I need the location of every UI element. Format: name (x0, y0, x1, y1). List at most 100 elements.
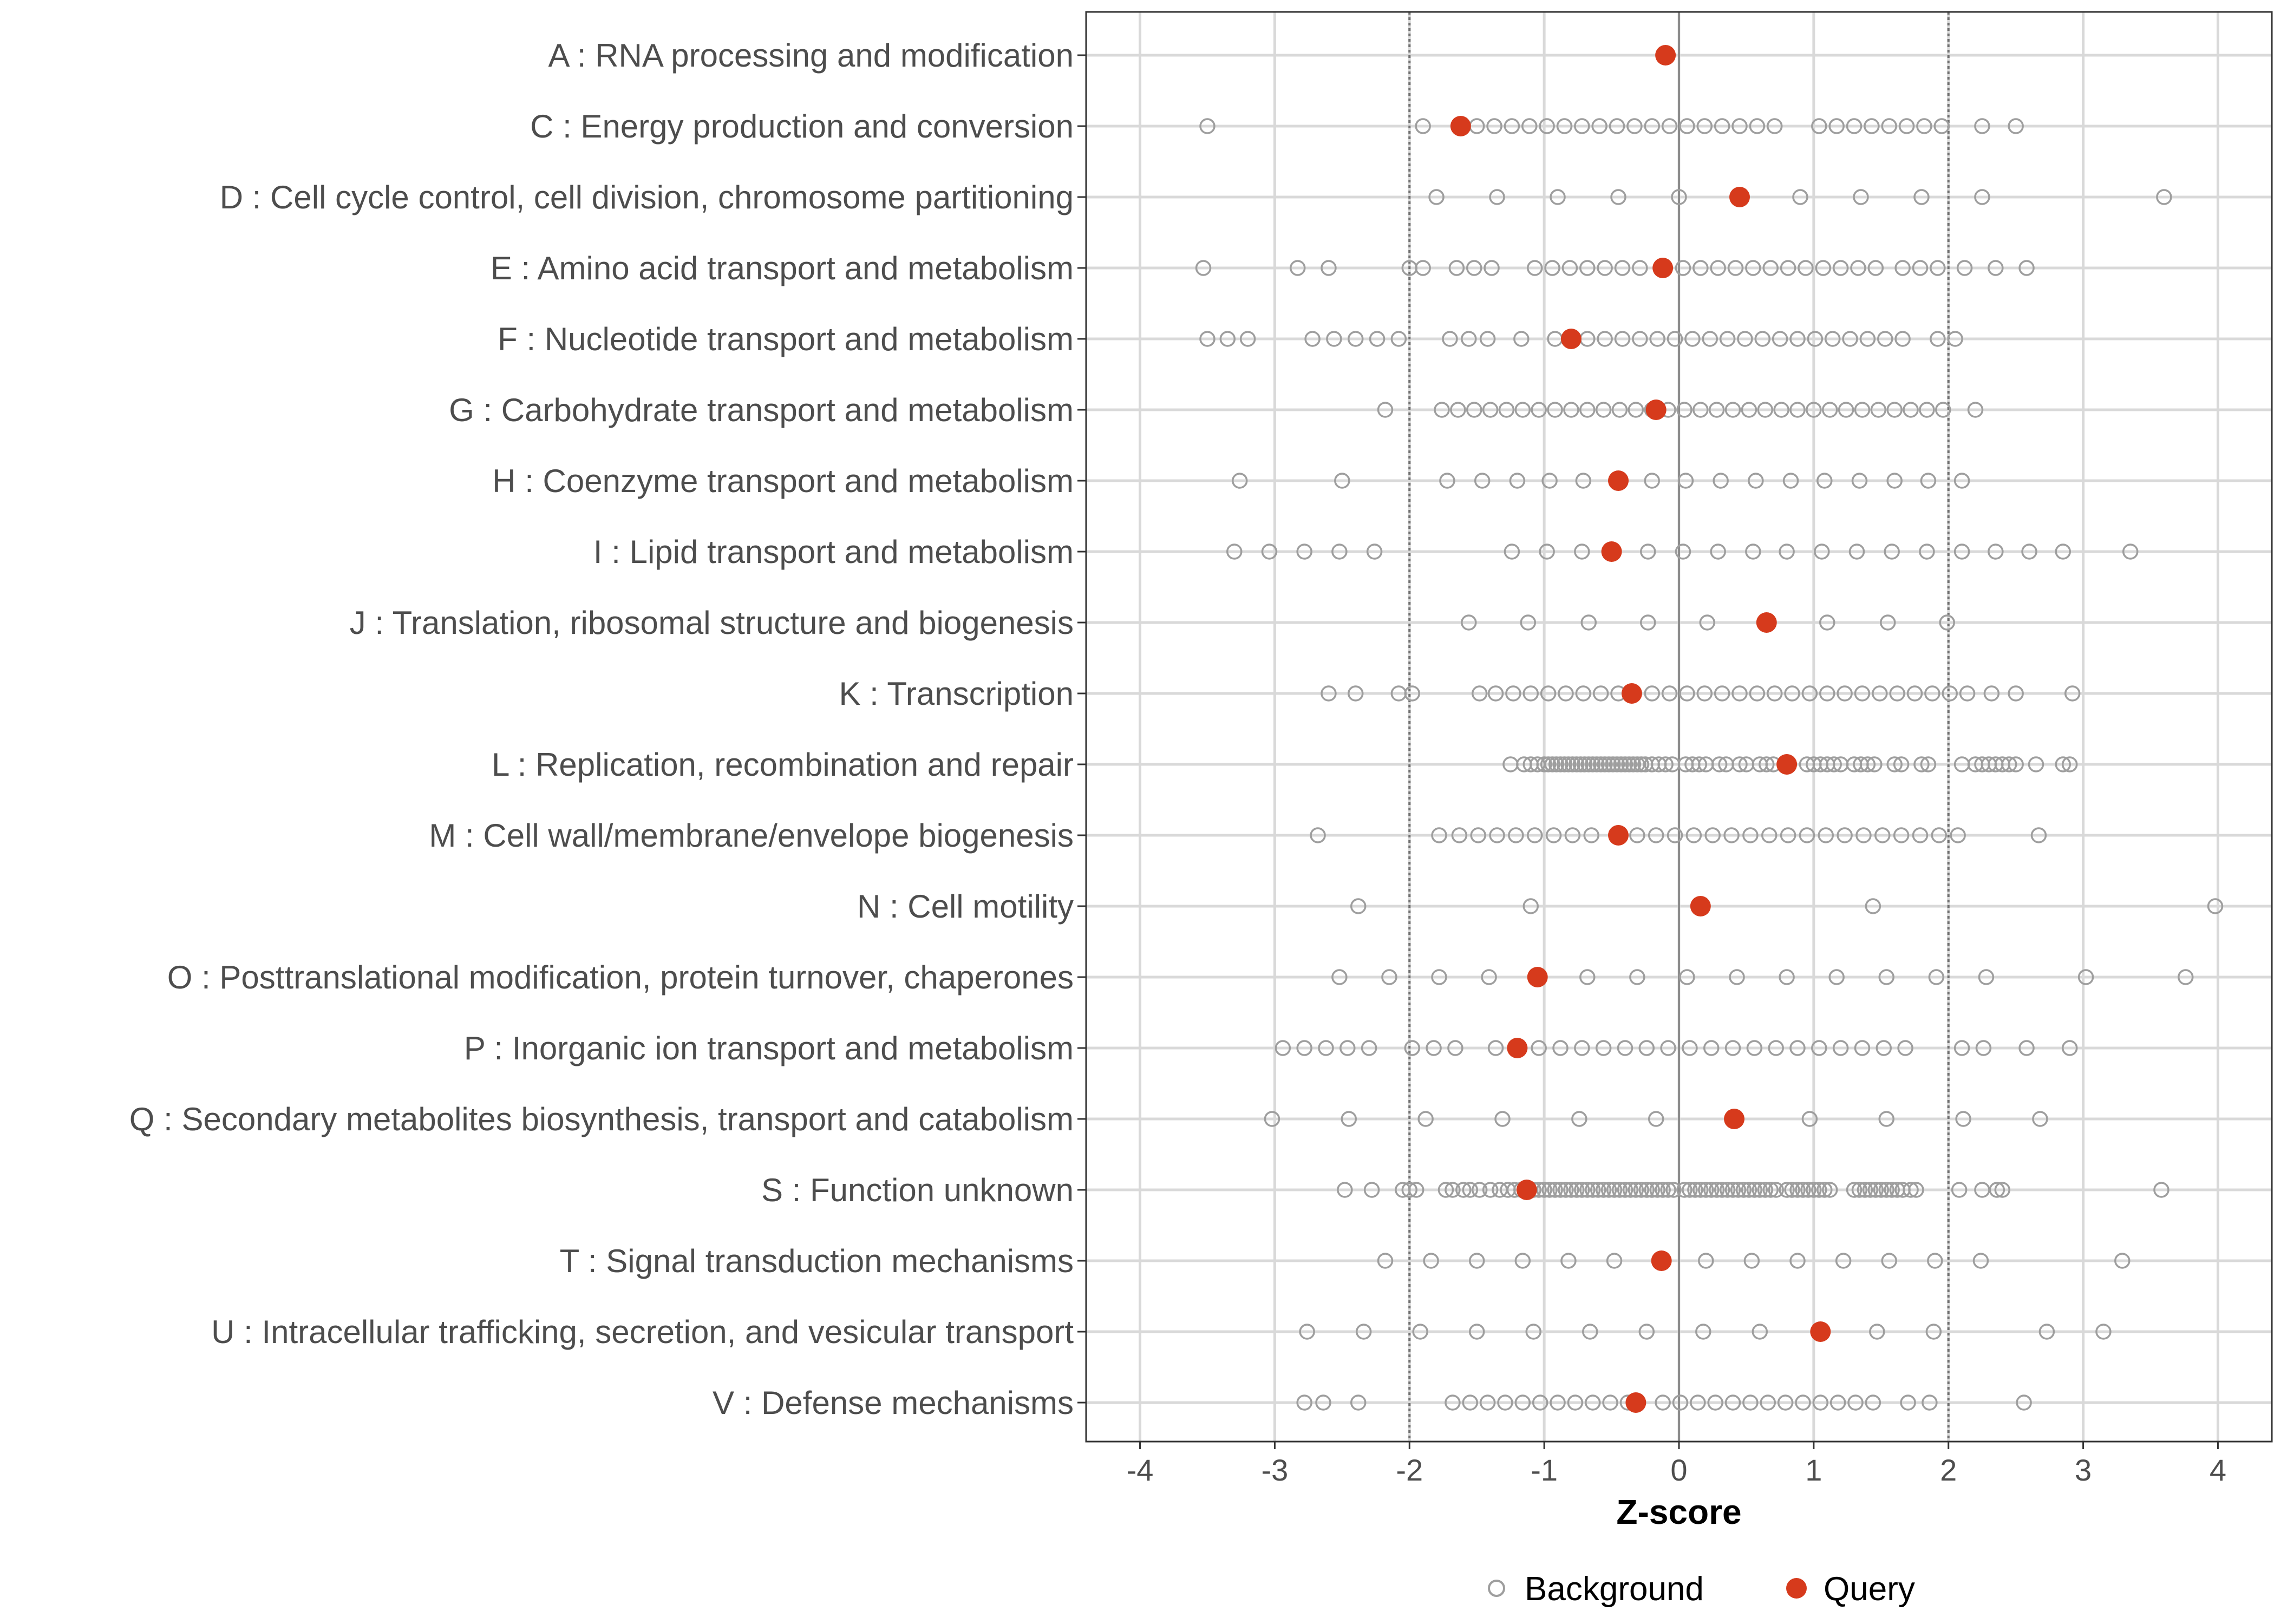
background-point (1589, 756, 1605, 772)
background-point (1455, 1182, 1472, 1198)
background-point (1567, 1394, 1584, 1411)
background-point (1461, 331, 1477, 347)
background-point (1628, 402, 1644, 418)
background-point (1748, 473, 1764, 489)
background-point (1471, 685, 1488, 702)
background-point (1426, 1040, 1442, 1056)
background-point (1828, 969, 1845, 985)
background-point (1677, 473, 1694, 489)
background-point (1498, 402, 1515, 418)
background-point (1439, 473, 1455, 489)
query-point (1655, 45, 1676, 66)
category-label: J : Translation, ribosomal structure and… (350, 605, 1074, 641)
background-point (1749, 685, 1766, 702)
background-point (1953, 473, 1970, 489)
background-point (1540, 685, 1557, 702)
background-point (1711, 756, 1728, 772)
background-point (1931, 827, 1948, 843)
x-tick-label: 0 (1670, 1453, 1687, 1487)
category-label: I : Lipid transport and metabolism (593, 534, 1074, 570)
background-point (1526, 827, 1543, 843)
background-point (1563, 1182, 1579, 1198)
background-point (1584, 756, 1601, 772)
background-point (1867, 1182, 1884, 1198)
background-point (1865, 898, 1881, 914)
background-point (1448, 260, 1465, 276)
background-point (1723, 827, 1740, 843)
background-point (1558, 1182, 1574, 1198)
background-point (1903, 402, 1919, 418)
background-point (1886, 402, 1903, 418)
background-point (1879, 614, 1896, 631)
background-point (1321, 260, 1337, 276)
background-point (1531, 1040, 1547, 1056)
background-point (1876, 1040, 1892, 1056)
background-point (1752, 1324, 1768, 1340)
background-point (2061, 1040, 2078, 1056)
background-point (1574, 1040, 1590, 1056)
background-point (1768, 1182, 1784, 1198)
background-point (1679, 969, 1695, 985)
background-point (1927, 1253, 1943, 1269)
x-tick-label: -3 (1262, 1453, 1289, 1487)
background-point (1850, 260, 1866, 276)
background-point (1679, 685, 1695, 702)
background-point (1575, 473, 1592, 489)
background-point (2177, 969, 2194, 985)
background-point (1703, 1040, 1720, 1056)
query-point (1729, 187, 1750, 207)
background-point (1912, 260, 1929, 276)
background-point (1727, 260, 1744, 276)
background-point (1628, 1182, 1644, 1198)
query-point (1625, 1392, 1646, 1413)
background-point (1544, 756, 1560, 772)
background-point (1920, 473, 1937, 489)
background-point (1487, 685, 1504, 702)
background-point (1928, 969, 1945, 985)
background-point (1746, 1040, 1763, 1056)
query-point (1601, 541, 1622, 562)
background-point (1867, 260, 1884, 276)
background-point (1550, 1394, 1566, 1411)
background-point (1761, 827, 1778, 843)
background-point (1762, 260, 1779, 276)
background-point (1617, 1040, 1633, 1056)
background-point (1479, 331, 1496, 347)
background-point (1707, 1394, 1723, 1411)
background-point (1874, 827, 1891, 843)
background-point (1644, 473, 1660, 489)
x-tick-label: -4 (1127, 1453, 1154, 1487)
background-point (1713, 473, 1729, 489)
background-point (1719, 331, 1736, 347)
background-point (1679, 118, 1695, 134)
background-point (2077, 969, 2094, 985)
background-point (1564, 827, 1581, 843)
background-point (1574, 1182, 1590, 1198)
background-point (1610, 189, 1626, 205)
background-point (1415, 260, 1431, 276)
background-point (1487, 1040, 1504, 1056)
background-point (1967, 402, 1984, 418)
category-label: O : Posttranslational modification, prot… (167, 959, 1074, 996)
background-point (2008, 756, 2024, 772)
background-point (1832, 1040, 1849, 1056)
background-point (1974, 189, 1990, 205)
background-point (1702, 331, 1718, 347)
background-point (1560, 756, 1577, 772)
background-point (1799, 827, 1815, 843)
background-point (1579, 260, 1596, 276)
background-point (1878, 1111, 1894, 1127)
background-point (1675, 543, 1691, 560)
background-point (1445, 1394, 1461, 1411)
background-point (1199, 118, 1216, 134)
background-point (1811, 1182, 1827, 1198)
background-point (1848, 543, 1865, 560)
background-point (1462, 1182, 1479, 1198)
background-point (1942, 685, 1958, 702)
background-point (1824, 331, 1841, 347)
background-point (1489, 189, 1505, 205)
background-point (1481, 969, 1497, 985)
background-point (1644, 1182, 1660, 1198)
category-label: Q : Secondary metabolites biosynthesis, … (129, 1101, 1074, 1137)
background-point (1584, 1182, 1601, 1198)
